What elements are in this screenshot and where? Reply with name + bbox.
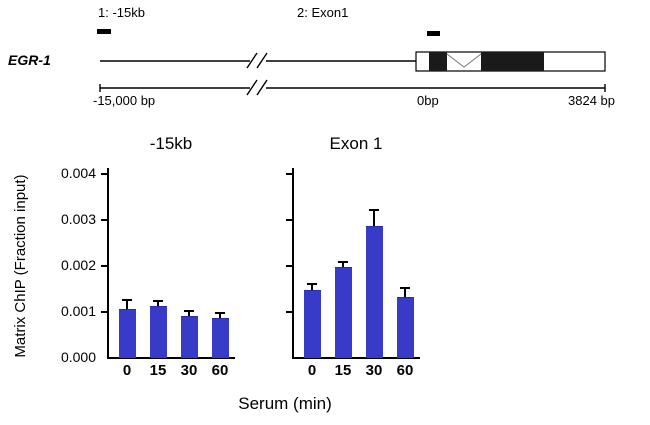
error-bar-cap bbox=[184, 310, 194, 312]
y-tick-mark bbox=[286, 219, 292, 221]
bar bbox=[304, 290, 321, 358]
error-bar-cap bbox=[400, 287, 410, 289]
y-tick-mark bbox=[101, 311, 107, 313]
exon2-box bbox=[481, 52, 544, 71]
y-tick-label: 0.000 bbox=[60, 349, 96, 365]
x-axis-line bbox=[292, 357, 420, 359]
bar bbox=[212, 318, 229, 358]
gene-name-label: EGR-1 bbox=[8, 52, 51, 68]
y-tick-mark bbox=[101, 219, 107, 221]
gene-structure-graphic bbox=[97, 29, 606, 96]
x-axis-label: Serum (min) bbox=[238, 394, 332, 413]
x-tick-label: 60 bbox=[396, 362, 414, 379]
scale-zero-label: 0bp bbox=[417, 93, 439, 108]
error-bar-stem bbox=[126, 300, 128, 309]
x-axis-line bbox=[107, 357, 235, 359]
error-bar-stem bbox=[373, 210, 375, 226]
error-bar-stem bbox=[404, 288, 406, 297]
panel-title: -15kb bbox=[149, 134, 193, 153]
exon1-box bbox=[429, 52, 447, 71]
y-tick-mark bbox=[101, 265, 107, 267]
scale-right-label: 3824 bp bbox=[568, 93, 615, 108]
x-tick-label: 30 bbox=[180, 362, 198, 379]
panel-title: Exon 1 bbox=[329, 134, 383, 153]
y-tick-mark bbox=[286, 173, 292, 175]
y-tick-mark bbox=[101, 173, 107, 175]
y-axis-line bbox=[107, 168, 109, 359]
y-axis-line bbox=[292, 168, 294, 359]
x-tick-label: 30 bbox=[365, 362, 383, 379]
error-bar-cap bbox=[122, 299, 132, 301]
primer1-label: 1: -15kb bbox=[98, 5, 145, 20]
error-bar-cap bbox=[338, 261, 348, 263]
error-bar-stem bbox=[157, 301, 159, 306]
y-tick-label: 0.001 bbox=[60, 303, 96, 319]
error-bar-cap bbox=[369, 209, 379, 211]
y-tick-mark bbox=[286, 311, 292, 313]
x-tick-label: 15 bbox=[149, 362, 167, 379]
y-tick-mark bbox=[286, 265, 292, 267]
error-bar-stem bbox=[311, 284, 313, 290]
bar bbox=[366, 226, 383, 358]
bar bbox=[335, 267, 352, 358]
gene-diagram: EGR-1 1: -15kb 2: Exon1 -15,000 bp 0bp 3… bbox=[0, 0, 650, 115]
bar bbox=[181, 316, 198, 358]
intron-splice-line bbox=[446, 53, 482, 68]
bar bbox=[397, 297, 414, 358]
error-bar-cap bbox=[307, 283, 317, 285]
primer2-tick bbox=[427, 31, 440, 36]
x-tick-label: 0 bbox=[122, 362, 132, 379]
x-tick-label: 0 bbox=[307, 362, 317, 379]
bar bbox=[119, 309, 136, 358]
y-tick-label: 0.003 bbox=[60, 211, 96, 227]
y-tick-label: 0.004 bbox=[60, 165, 96, 181]
error-bar-stem bbox=[188, 311, 190, 316]
y-axis-label: Matrix ChIP (Fraction input) bbox=[12, 174, 29, 358]
error-bar-stem bbox=[219, 313, 221, 318]
x-tick-label: 15 bbox=[334, 362, 352, 379]
y-tick-label: 0.002 bbox=[60, 257, 96, 273]
primer2-label: 2: Exon1 bbox=[297, 5, 349, 20]
scale-left-label: -15,000 bp bbox=[93, 93, 156, 108]
error-bar-stem bbox=[342, 262, 344, 267]
error-bar-cap bbox=[153, 300, 163, 302]
error-bar-cap bbox=[215, 312, 225, 314]
bar bbox=[150, 306, 167, 358]
x-tick-label: 60 bbox=[211, 362, 229, 379]
primer1-tick bbox=[97, 29, 111, 34]
